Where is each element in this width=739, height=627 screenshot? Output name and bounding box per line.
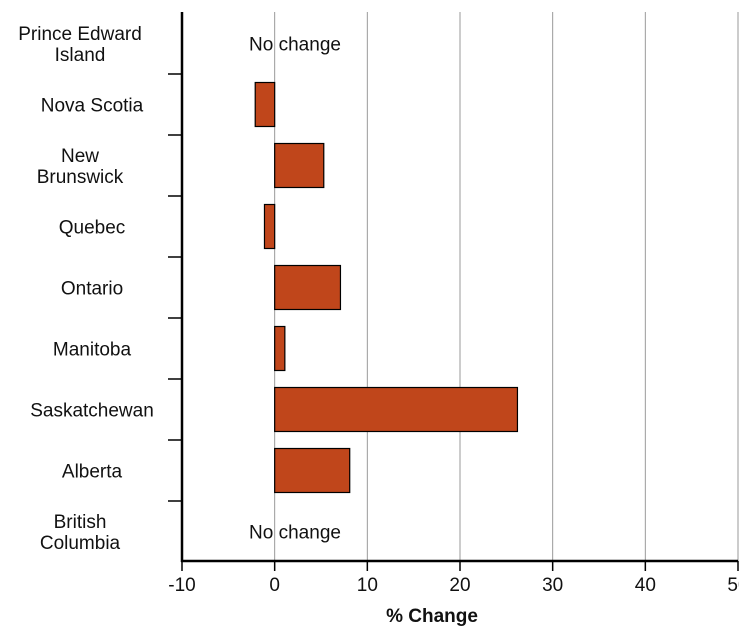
category-label: Ontario (61, 279, 123, 300)
x-tick-label: 20 (449, 575, 470, 596)
category-label: Island (55, 45, 106, 66)
no-change-label: No change (249, 523, 341, 544)
bar (274, 325, 286, 372)
x-tick-label: 10 (357, 575, 378, 596)
x-tick-label: 30 (542, 575, 563, 596)
category-label: New (61, 146, 99, 167)
category-label: Quebec (59, 218, 126, 239)
category-label: Alberta (62, 462, 123, 483)
category-label: Columbia (40, 533, 121, 554)
category-label: British (54, 512, 107, 533)
bar (274, 264, 342, 311)
x-tick-label: 0 (269, 575, 280, 596)
category-label: Prince Edward (18, 24, 142, 45)
bar (263, 203, 276, 250)
bar (274, 447, 351, 494)
x-axis-title: % Change (386, 606, 478, 627)
bar (274, 142, 325, 189)
category-label: Manitoba (53, 340, 132, 361)
category-label: Saskatchewan (30, 401, 154, 422)
no-change-label: No change (249, 35, 341, 56)
x-tick-label: 50 (727, 575, 739, 596)
category-label: Brunswick (37, 167, 124, 188)
x-tick-label: -10 (168, 575, 195, 596)
annotations: No change No change (249, 35, 341, 544)
axes (168, 12, 739, 571)
bar (254, 81, 276, 128)
bars (254, 81, 519, 494)
x-tick-label: 40 (635, 575, 656, 596)
bar (274, 386, 519, 433)
category-label: Nova Scotia (41, 96, 144, 117)
x-tick-labels: -10 0 10 20 30 40 50 (168, 575, 739, 596)
